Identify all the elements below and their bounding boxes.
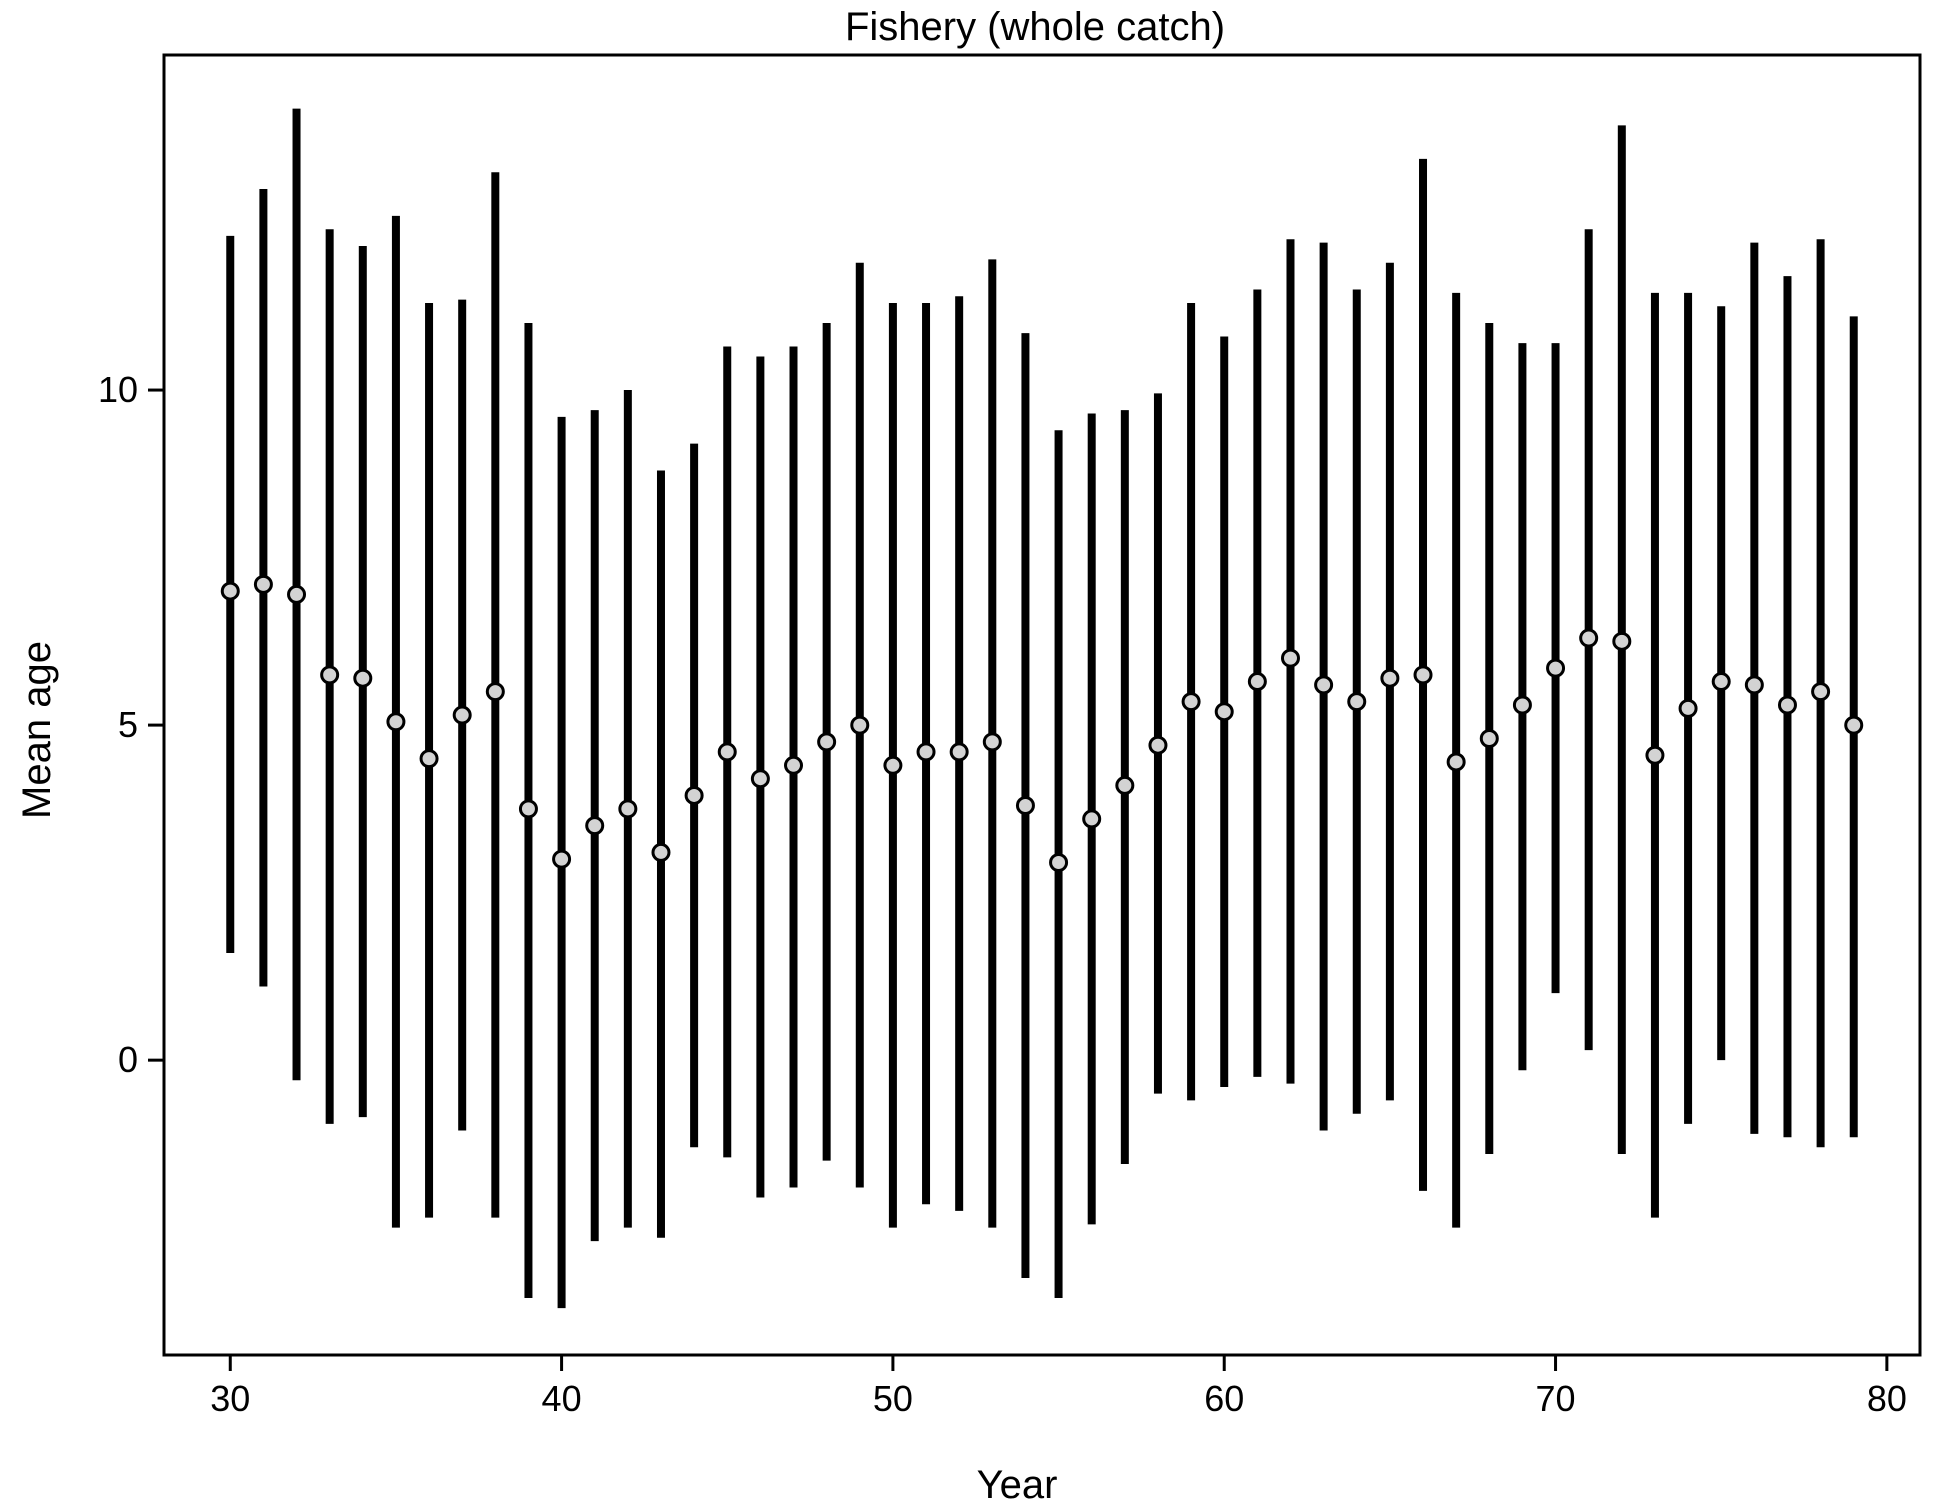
- mean-point: [883, 755, 903, 775]
- mean-point: [220, 581, 240, 601]
- mean-point: [1214, 702, 1234, 722]
- mean-point: [750, 769, 770, 789]
- mean-point: [419, 749, 439, 769]
- mean-point: [618, 799, 638, 819]
- y-tick-label: 10: [98, 369, 138, 410]
- mean-point: [1413, 665, 1433, 685]
- mean-point: [1479, 729, 1499, 749]
- mean-point: [320, 665, 340, 685]
- mean-point: [850, 715, 870, 735]
- mean-point: [518, 799, 538, 819]
- mean-point: [1678, 698, 1698, 718]
- mean-point: [1347, 692, 1367, 712]
- mean-point: [1546, 658, 1566, 678]
- mean-point: [1744, 675, 1764, 695]
- mean-point: [253, 574, 273, 594]
- mean-point: [1811, 682, 1831, 702]
- mean-point: [552, 849, 572, 869]
- x-tick-label: 70: [1536, 1378, 1576, 1419]
- y-tick-label: 0: [118, 1039, 138, 1080]
- mean-point: [1247, 672, 1267, 692]
- chart-title: Fishery (whole catch): [845, 5, 1225, 49]
- mean-point: [651, 842, 671, 862]
- mean-point: [1612, 631, 1632, 651]
- mean-point: [452, 705, 472, 725]
- x-tick-label: 30: [210, 1378, 250, 1419]
- mean-point: [684, 785, 704, 805]
- mean-point: [1844, 715, 1864, 735]
- mean-point: [287, 584, 307, 604]
- x-tick-label: 40: [542, 1378, 582, 1419]
- x-axis: 30 40 50 60 70 80: [210, 1353, 1907, 1419]
- mean-point: [1148, 735, 1168, 755]
- mean-point: [485, 682, 505, 702]
- mean-point: [1446, 752, 1466, 772]
- mean-point: [1181, 692, 1201, 712]
- mean-point: [386, 712, 406, 732]
- mean-point: [817, 732, 837, 752]
- x-tick-label: 60: [1204, 1378, 1244, 1419]
- mean-point: [916, 742, 936, 762]
- mean-point: [585, 816, 605, 836]
- mean-point: [1380, 668, 1400, 688]
- y-tick-label: 5: [118, 704, 138, 745]
- mean-point: [949, 742, 969, 762]
- x-tick-label: 50: [873, 1378, 913, 1419]
- mean-point: [1579, 628, 1599, 648]
- x-axis-label: Year: [977, 1463, 1058, 1500]
- mean-point: [1015, 796, 1035, 816]
- y-axis-label: Mean age: [15, 641, 59, 819]
- y-axis: 0 5 10: [98, 369, 166, 1080]
- mean-point: [1115, 775, 1135, 795]
- x-tick-label: 80: [1867, 1378, 1907, 1419]
- mean-point: [1777, 695, 1797, 715]
- mean-point: [1049, 852, 1069, 872]
- mean-point: [784, 755, 804, 775]
- mean-point: [717, 742, 737, 762]
- mean-point: [1082, 809, 1102, 829]
- mean-points: [220, 574, 1864, 872]
- mean-point: [1645, 745, 1665, 765]
- mean-point: [1711, 672, 1731, 692]
- mean-point: [982, 732, 1002, 752]
- mean-point: [1280, 648, 1300, 668]
- mean-point: [353, 668, 373, 688]
- mean-point: [1314, 675, 1334, 695]
- mean-point: [1512, 695, 1532, 715]
